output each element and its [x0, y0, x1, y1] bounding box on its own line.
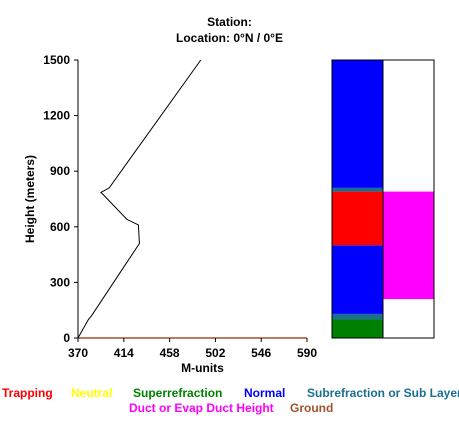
x-tick-label: 590	[297, 346, 317, 360]
y-tick-label: 0	[63, 331, 70, 345]
layer-bar-segment	[332, 319, 383, 338]
legend-trapping: Trapping	[2, 386, 53, 400]
legend-normal: Normal	[244, 386, 286, 400]
duct-bar-segment	[383, 191, 434, 300]
chart-subtitle: Location: 0°N / 0°E	[176, 31, 283, 45]
y-tick-label: 300	[50, 275, 70, 289]
layer-bar-segment	[332, 245, 383, 314]
legend-neutral: Neutral	[71, 386, 113, 400]
x-tick-label: 370	[68, 346, 88, 360]
m-unit-profile-line	[77, 59, 202, 339]
legend-ground: Ground	[290, 401, 334, 415]
duct-bar-frame	[382, 59, 435, 339]
legend-subrefraction: Subrefraction or Sub Layer	[307, 386, 459, 400]
layer-bar-segment	[332, 187, 383, 192]
y-axis-label: Height (meters)	[23, 155, 37, 243]
y-tick-label: 1200	[43, 109, 70, 123]
layer-bar-segment	[332, 191, 383, 246]
y-tick-label: 600	[50, 220, 70, 234]
y-tick-label: 900	[50, 164, 70, 178]
chart-title: Station:	[207, 15, 252, 29]
layer-bar-segment	[332, 60, 383, 188]
x-axis-label: M-units	[181, 361, 224, 375]
layer-bar-segment	[332, 313, 383, 320]
y-tick-label: 1500	[43, 53, 70, 67]
x-tick-label: 546	[251, 346, 271, 360]
x-tick-label: 414	[114, 346, 134, 360]
legend-superrefraction: Superrefraction	[133, 386, 223, 400]
x-tick-label: 458	[160, 346, 180, 360]
legend-duct: Duct or Evap Duct Height	[129, 401, 274, 415]
x-tick-label: 502	[205, 346, 225, 360]
